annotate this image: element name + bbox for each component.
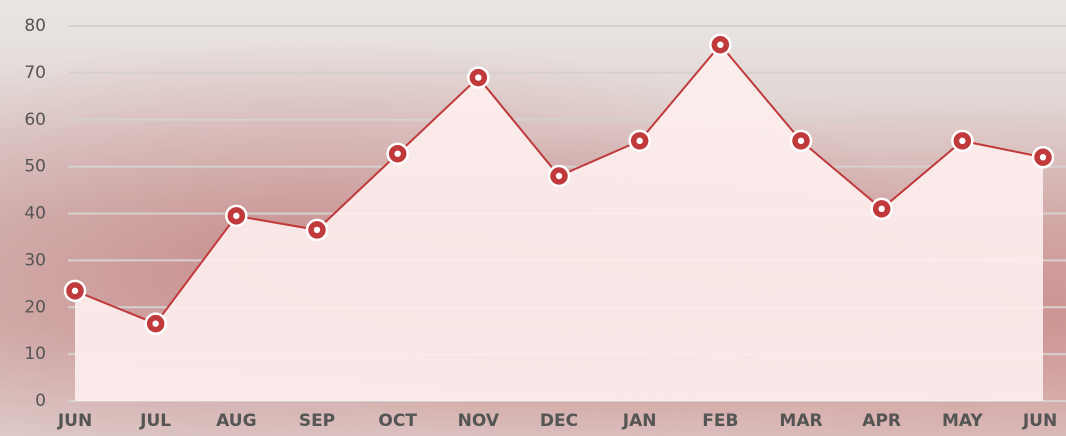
x-tick-label: NOV [458,411,500,431]
x-tick-label: MAY [942,411,983,431]
y-tick-label: 60 [24,110,46,130]
x-tick-label: AUG [216,411,256,431]
y-tick-label: 10 [24,344,46,364]
y-tick-label: 70 [24,63,46,83]
point-center [717,42,723,48]
x-tick-label: FEB [702,411,738,431]
point-center [636,138,642,144]
point-center [798,138,804,144]
point-center [314,227,320,233]
area [75,45,1043,401]
point-center [556,173,562,179]
chart: 0 10 20 30 40 50 60 70 80 JUN JUL AUG SEP OCT NOV DEC JA… [0,0,1066,436]
x-tick-label: JUN [1022,411,1057,431]
x-tick-label: SEP [299,411,335,431]
point-center [959,138,965,144]
point-center [152,320,158,326]
x-tick-label: JAN [622,411,657,431]
y-tick-label: 40 [24,204,46,224]
x-tick-label: DEC [540,411,578,431]
y-tick-label: 50 [24,157,46,177]
y-tick-label: 0 [35,391,46,411]
point-center [72,288,78,294]
y-tick-label: 30 [24,250,46,270]
chart-container: 0 10 20 30 40 50 60 70 80 JUN JUL AUG SEP OCT NOV DEC JA… [0,0,1066,436]
y-tick-label: 80 [24,16,46,36]
point-center [1040,154,1046,160]
x-tick-label: APR [862,411,901,431]
x-tick-label: JUN [57,411,92,431]
x-tick-label: OCT [378,411,417,431]
point-center [394,151,400,157]
point-center [475,74,481,80]
x-tick-label: JUL [139,411,171,431]
point-center [233,213,239,219]
y-tick-label: 20 [24,297,46,317]
point-center [878,206,884,212]
x-tick-label: MAR [779,411,822,431]
